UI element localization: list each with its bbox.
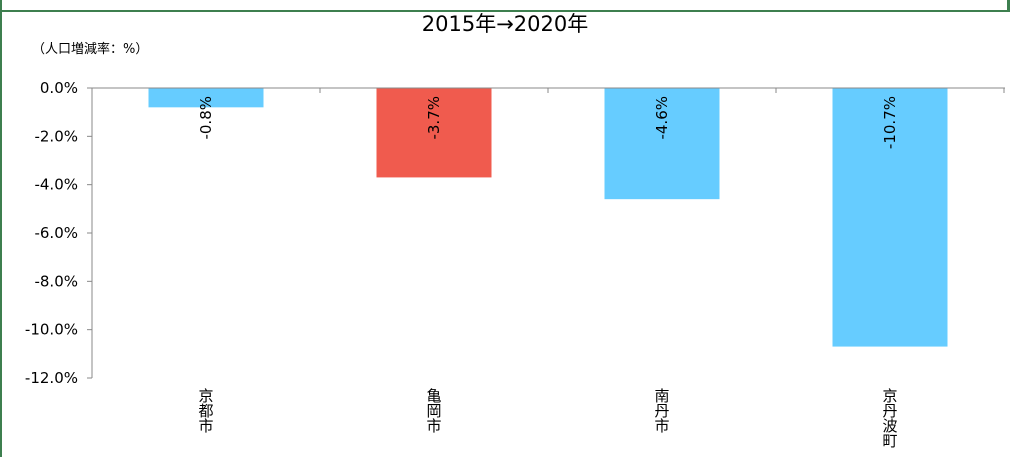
chart-title: 2015年→2020年: [421, 12, 589, 36]
category-label-4: 京丹波町: [882, 387, 897, 450]
y-tick-label: -6.0%: [34, 224, 78, 242]
data-label-1: -0.8%: [197, 96, 215, 140]
frame-border-right: [1008, 0, 1010, 12]
frame-border-left: [0, 0, 2, 457]
bar-4: [832, 88, 948, 347]
y-tick-label: -8.0%: [34, 272, 78, 290]
unit-label: （人口増減率：%）: [32, 42, 149, 57]
category-label-3: 南丹市: [654, 387, 669, 435]
y-tick-label: -2.0%: [34, 127, 78, 145]
category-label-2: 亀岡市: [426, 387, 441, 435]
bar-2: [376, 88, 492, 178]
y-tick-label: -10.0%: [25, 321, 78, 339]
data-label-3: -4.6%: [653, 96, 671, 140]
data-label-2: -3.7%: [425, 96, 443, 140]
data-label-4: -10.7%: [881, 96, 899, 149]
y-tick-label: -12.0%: [25, 369, 78, 387]
category-label-1: 京都市: [198, 387, 213, 435]
y-tick-label: -4.0%: [34, 176, 78, 194]
y-tick-label: 0.0%: [40, 79, 78, 97]
bar-3: [604, 88, 720, 200]
bar-1: [148, 88, 264, 108]
